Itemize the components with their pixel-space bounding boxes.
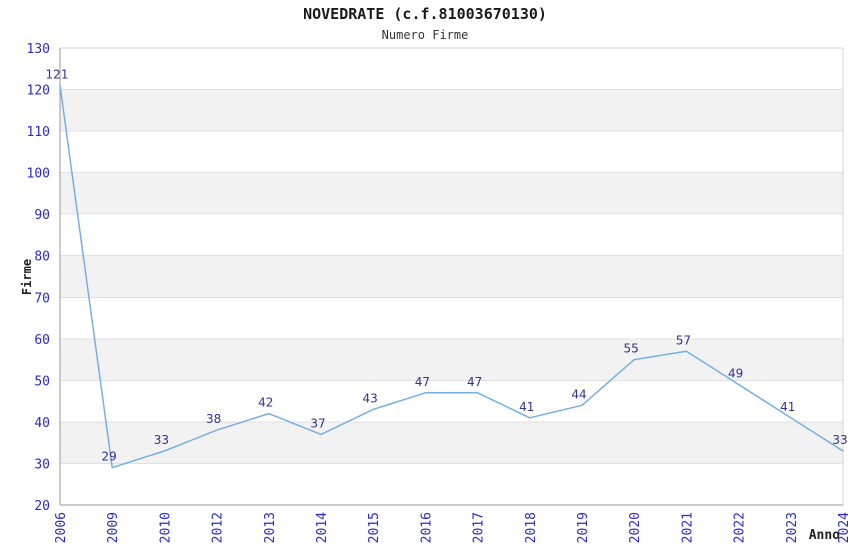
data-point-label: 33 <box>154 433 169 447</box>
data-point-label: 29 <box>102 450 117 464</box>
plot-band <box>60 89 843 132</box>
chart-title: NOVEDRATE (c.f.81003670130) <box>303 5 547 23</box>
y-tick-label: 60 <box>34 333 50 348</box>
x-tick-label: 2020 <box>628 512 643 543</box>
y-tick-label: 130 <box>27 42 50 57</box>
x-tick-label: 2009 <box>106 512 121 543</box>
data-point-label: 44 <box>571 387 586 401</box>
data-line <box>59 84 844 469</box>
x-tick-label: 2019 <box>576 512 591 543</box>
x-tick-label: 2012 <box>211 512 226 543</box>
x-tick-label: 2024 <box>837 512 850 543</box>
y-tick-label: 70 <box>34 291 50 306</box>
x-tick-label: 2006 <box>54 512 69 543</box>
x-tick-label: 2018 <box>524 512 539 543</box>
x-tick-label: 2013 <box>263 512 278 543</box>
y-tick-label: 120 <box>27 84 50 99</box>
y-tick-label: 30 <box>34 457 50 472</box>
data-point-label: 41 <box>780 400 795 414</box>
x-tick-label: 2021 <box>680 512 695 543</box>
x-axis-title: Anno <box>808 528 840 543</box>
y-tick-label: 100 <box>27 167 50 182</box>
x-tick-label: 2023 <box>785 512 800 543</box>
data-point-label: 47 <box>467 375 482 389</box>
data-point-label: 57 <box>676 333 691 347</box>
data-point-label: 42 <box>258 396 273 410</box>
chart-subtitle: Numero Firme <box>381 28 469 42</box>
data-point-label: 41 <box>519 400 534 414</box>
y-tick-label: 90 <box>34 208 50 223</box>
data-point-label: 33 <box>832 433 847 447</box>
data-point-label: 55 <box>624 342 639 356</box>
y-tick-label: 80 <box>34 250 50 265</box>
x-tick-label: 2010 <box>158 512 173 543</box>
x-tick-label: 2017 <box>472 512 487 543</box>
y-tick-label: 110 <box>27 125 50 140</box>
data-point-label: 38 <box>206 412 221 426</box>
plot-band <box>60 172 843 215</box>
y-tick-label: 50 <box>34 374 50 389</box>
y-tick-label: 40 <box>34 416 50 431</box>
x-tick-label: 2015 <box>367 512 382 543</box>
y-tick-label: 20 <box>34 499 50 514</box>
x-tick-label: 2014 <box>315 512 330 543</box>
plot-band <box>60 338 843 381</box>
x-tick-label: 2016 <box>419 512 434 543</box>
x-tick-label: 2022 <box>733 512 748 543</box>
data-point-label: 49 <box>728 367 743 381</box>
data-point-label: 37 <box>310 416 325 430</box>
plot-band <box>60 255 843 298</box>
plot-band <box>60 421 843 464</box>
data-point-label: 47 <box>415 375 430 389</box>
data-point-label: 121 <box>46 67 69 81</box>
data-point-label: 43 <box>363 391 378 405</box>
